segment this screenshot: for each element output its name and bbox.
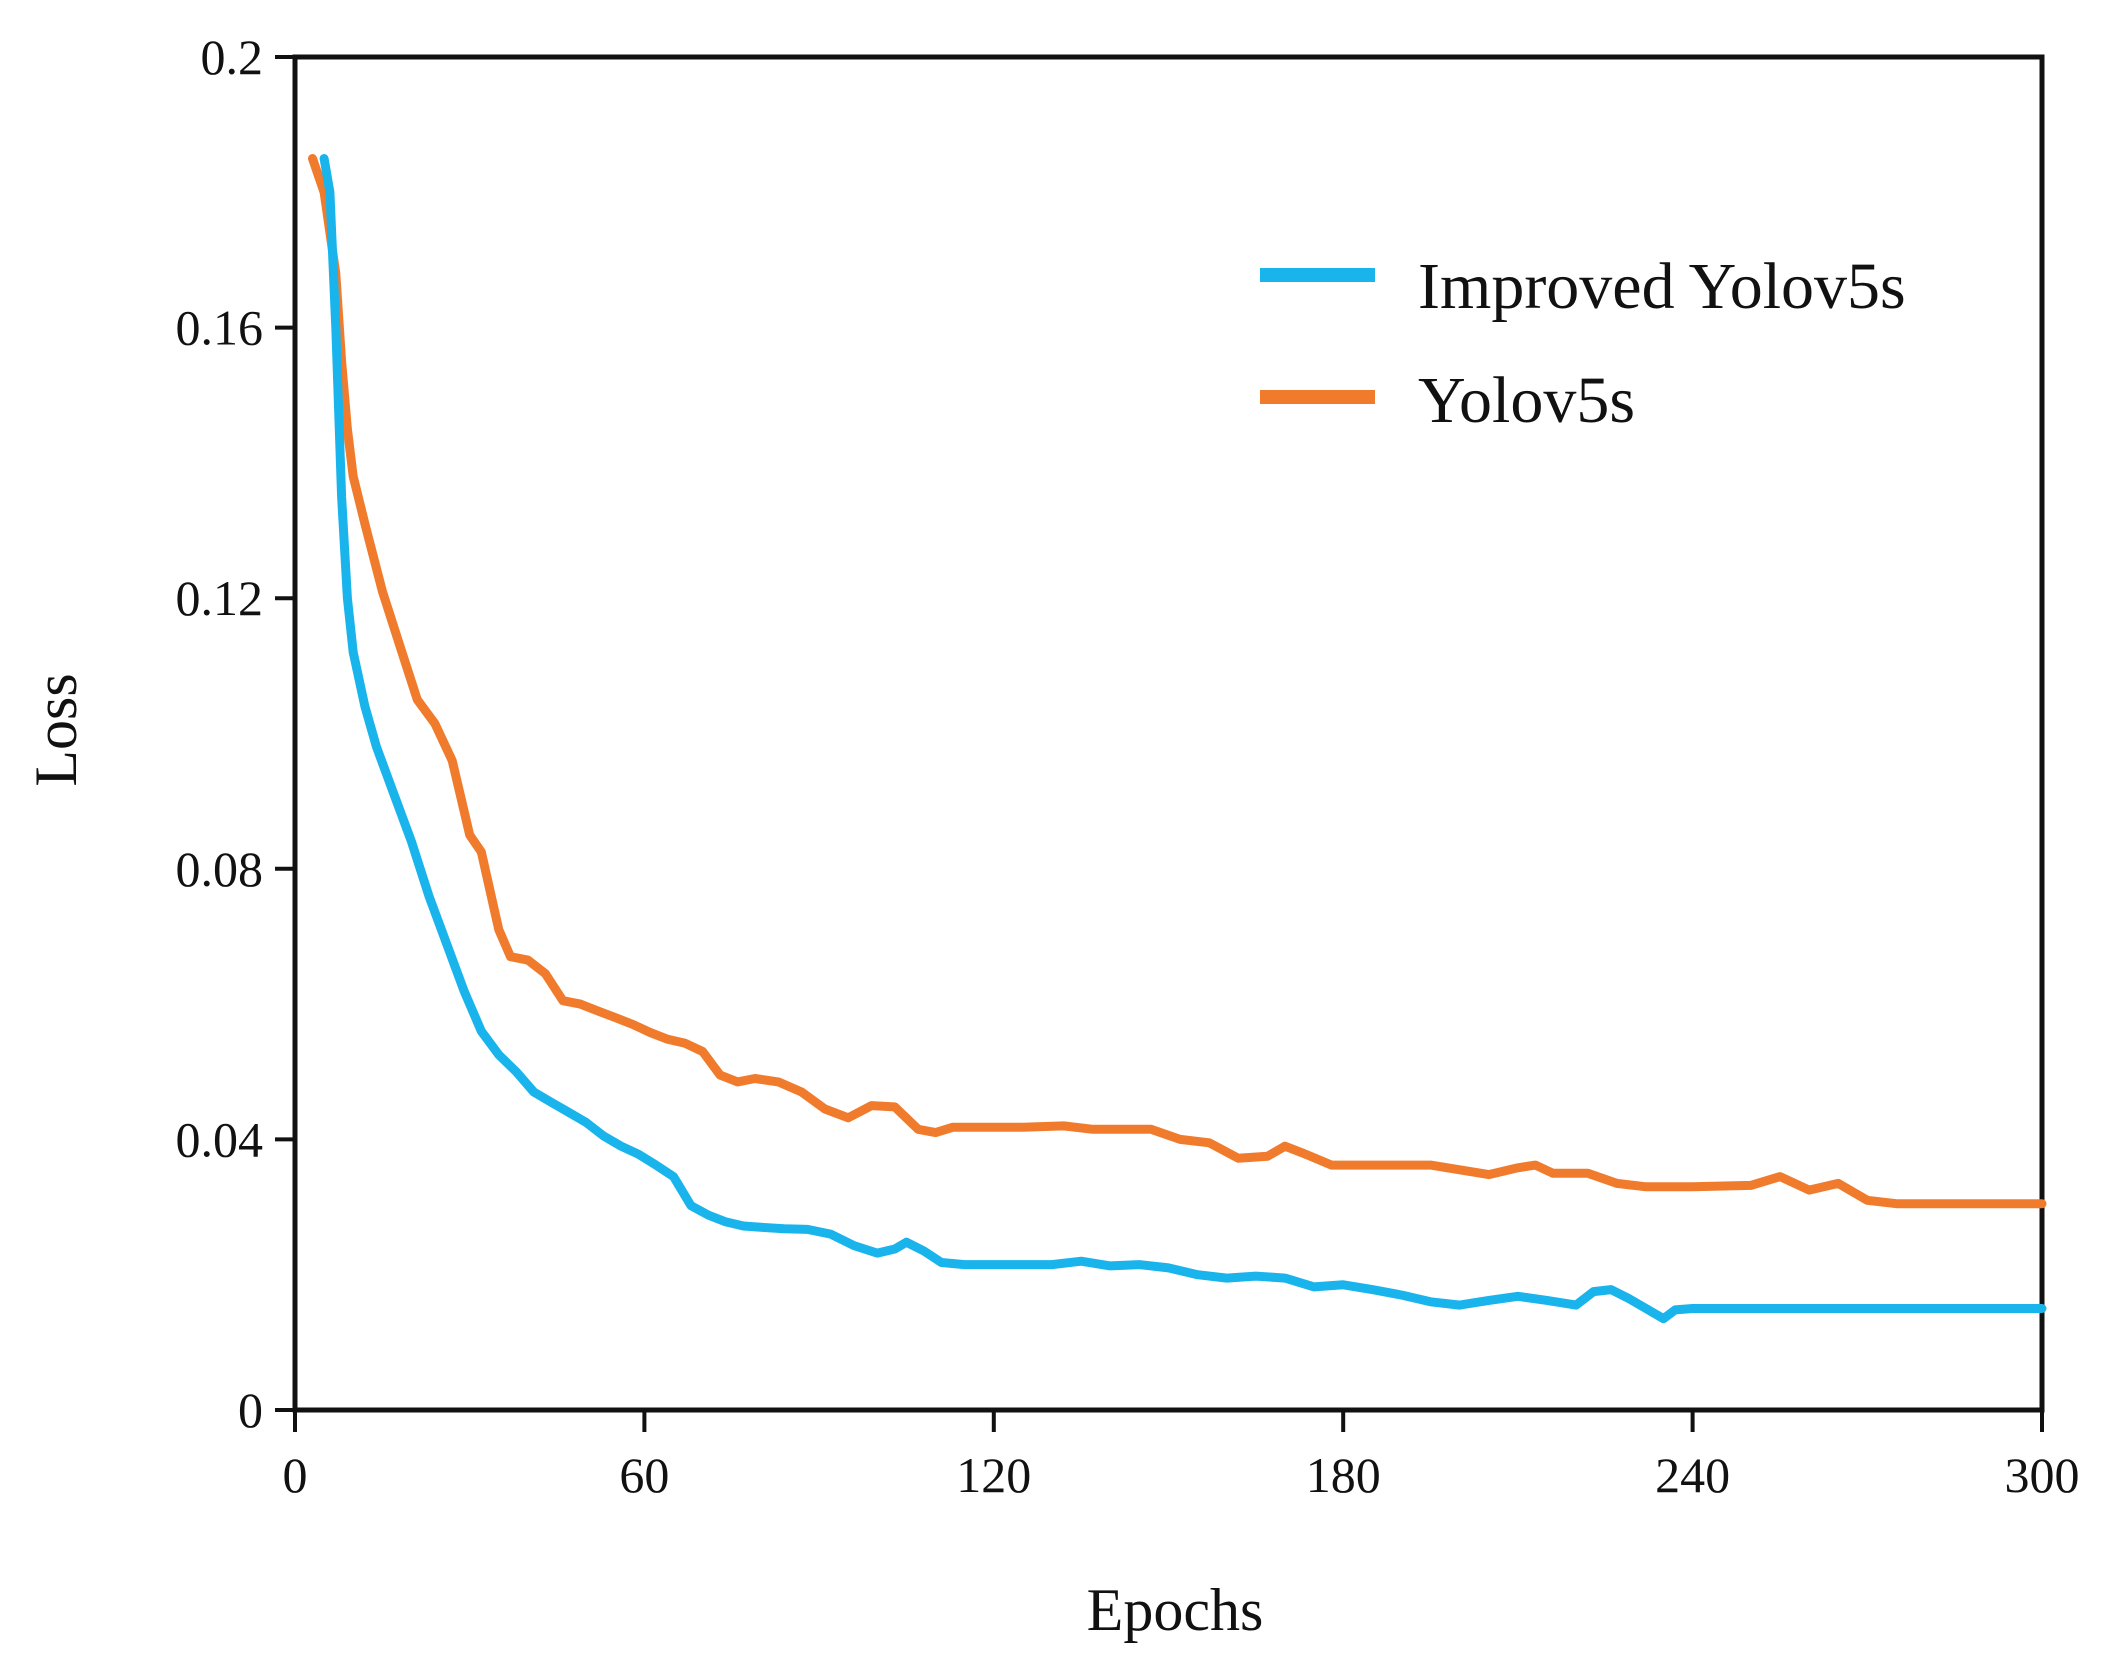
y-tick-label: 0.12 <box>176 570 264 626</box>
y-axis-title: Loss <box>23 673 89 786</box>
y-axis: 0 0.04 0.08 0.12 0.16 0.2 <box>176 29 295 1438</box>
y-tick-label: 0.16 <box>176 300 264 356</box>
series-lines <box>308 154 2047 1324</box>
y-tick-label: 0.2 <box>201 29 264 85</box>
x-tick-label: 240 <box>1655 1447 1730 1503</box>
y-tick-label: 0.04 <box>176 1111 264 1167</box>
series-line-improved-yolov5s <box>319 154 2047 1324</box>
x-tick-label: 300 <box>2005 1447 2080 1503</box>
y-tick-label: 0.08 <box>176 841 264 897</box>
x-tick-label: 180 <box>1306 1447 1381 1503</box>
x-tick-label: 0 <box>283 1447 308 1503</box>
x-axis-title: Epochs <box>1087 1577 1264 1643</box>
y-tick-label: 0 <box>238 1382 263 1438</box>
legend-label-yolov5s: Yolov5s <box>1418 364 1635 437</box>
series-line-yolov5s <box>308 154 2047 1209</box>
x-tick-label: 60 <box>619 1447 669 1503</box>
plot-frame <box>292 54 2045 1413</box>
x-tick-label: 120 <box>956 1447 1031 1503</box>
legend: Improved Yolov5s Yolov5s <box>1260 250 1906 437</box>
x-axis: 0 60 120 180 240 300 <box>283 1410 2080 1503</box>
legend-label-improved-yolov5s: Improved Yolov5s <box>1418 250 1906 323</box>
